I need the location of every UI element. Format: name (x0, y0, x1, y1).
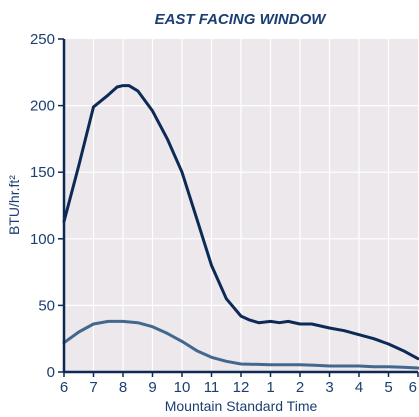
x-tick-label: 6 (60, 379, 68, 396)
x-tick-label: 6 (409, 379, 417, 396)
x-tick-label: 7 (89, 379, 97, 396)
x-tick-label: 11 (204, 379, 220, 396)
chart-title: EAST FACING WINDOW (155, 11, 328, 28)
y-tick-label: 0 (47, 364, 55, 381)
x-tick-label: 4 (355, 379, 363, 396)
x-tick-label: 9 (148, 379, 156, 396)
axes (58, 38, 419, 377)
y-tick-label: 150 (30, 164, 55, 181)
series-line-2 (62, 319, 419, 370)
grid-lines (64, 39, 418, 372)
x-axis-label: Mountain Standard Time (165, 398, 318, 414)
x-tick-label: 2 (296, 379, 304, 396)
series-line-1 (62, 84, 419, 361)
series-layer (62, 84, 419, 370)
y-tick-label: 250 (30, 31, 55, 48)
x-tick-label: 10 (174, 379, 191, 396)
y-tick-label: 50 (38, 297, 55, 314)
y-tick-label: 100 (30, 231, 55, 248)
x-tick-labels: 6 7 8 9 10 11 12 1 2 3 4 5 6 (60, 379, 417, 396)
x-tick-label: 5 (384, 379, 392, 396)
x-tick-label: 1 (266, 379, 274, 396)
y-tick-labels: 0 50 100 150 200 250 (30, 31, 55, 381)
x-tick-label: 8 (119, 379, 127, 396)
y-axis-label: BTU/hr.ft² (6, 175, 22, 235)
x-tick-label: 12 (233, 379, 250, 396)
y-tick-label: 200 (30, 98, 55, 115)
x-tick-label: 3 (325, 379, 333, 396)
